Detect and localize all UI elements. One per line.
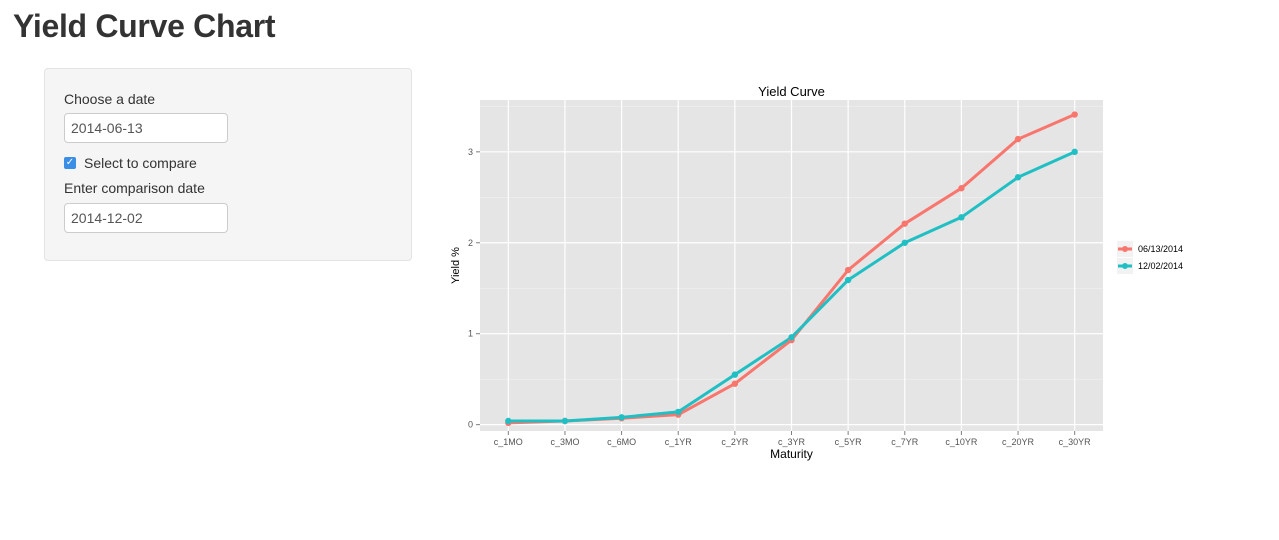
sidebar-panel: Choose a date ✓ Select to compare Enter … [44, 68, 412, 261]
data-point [901, 239, 908, 246]
legend-label: 12/02/2014 [1138, 261, 1183, 271]
compare-checkbox-label[interactable]: Select to compare [84, 155, 197, 171]
data-point [844, 266, 852, 274]
data-point [675, 408, 682, 416]
data-point [788, 334, 795, 341]
compare-checkbox-row[interactable]: ✓ Select to compare [64, 155, 197, 171]
data-point [618, 414, 625, 421]
x-tick-label: c_1MO [494, 437, 523, 447]
x-tick-label: c_20YR [1002, 437, 1035, 447]
x-tick-label: c_3YR [778, 437, 806, 447]
y-tick-label: 2 [468, 238, 473, 248]
data-point [1014, 174, 1022, 181]
x-tick-label: c_5YR [835, 437, 863, 447]
data-point [1071, 148, 1078, 156]
x-tick-label: c_7YR [891, 437, 919, 447]
y-axis-label: Yield % [450, 247, 462, 284]
x-tick-label: c_1YR [665, 437, 693, 447]
chart-svg: 0 1 2 3 c_1MO c_3MO c_6MO c_1YR c_2YR c_3YR c_5YR c… [450, 84, 1183, 461]
x-tick-label: c_10YR [945, 437, 978, 447]
yield-curve-chart: 0 1 2 3 c_1MO c_3MO c_6MO c_1YR c_2YR c_3YR c_5YR c… [440, 80, 1220, 470]
comparison-date-label: Enter comparison date [64, 180, 205, 196]
x-tick-label: c_30YR [1059, 437, 1092, 447]
data-point [731, 380, 739, 387]
y-tick-label: 3 [468, 147, 473, 157]
x-tick-label: c_6MO [607, 437, 636, 447]
data-point [844, 276, 852, 284]
data-point [731, 371, 739, 378]
data-point [1071, 111, 1078, 118]
x-tick-label: c_2YR [721, 437, 749, 447]
page-title: Yield Curve Chart [13, 8, 276, 44]
comparison-date-input[interactable] [64, 203, 228, 233]
date-label: Choose a date [64, 91, 156, 107]
x-tick-label: c_3MO [550, 437, 579, 447]
legend-point [1122, 263, 1128, 269]
data-point [901, 220, 908, 227]
data-point [958, 214, 965, 221]
y-tick-label: 1 [468, 329, 473, 339]
legend-label: 06/13/2014 [1138, 244, 1183, 254]
x-axis-label: Maturity [770, 447, 813, 461]
y-tick-label: 0 [468, 420, 473, 430]
legend-point [1122, 246, 1128, 252]
data-point [561, 417, 569, 425]
date-input[interactable] [64, 113, 228, 143]
data-point [958, 185, 965, 192]
chart-title: Yield Curve [758, 84, 825, 99]
data-point [1014, 135, 1022, 143]
compare-checkbox[interactable]: ✓ [64, 157, 76, 169]
data-point [505, 417, 512, 425]
